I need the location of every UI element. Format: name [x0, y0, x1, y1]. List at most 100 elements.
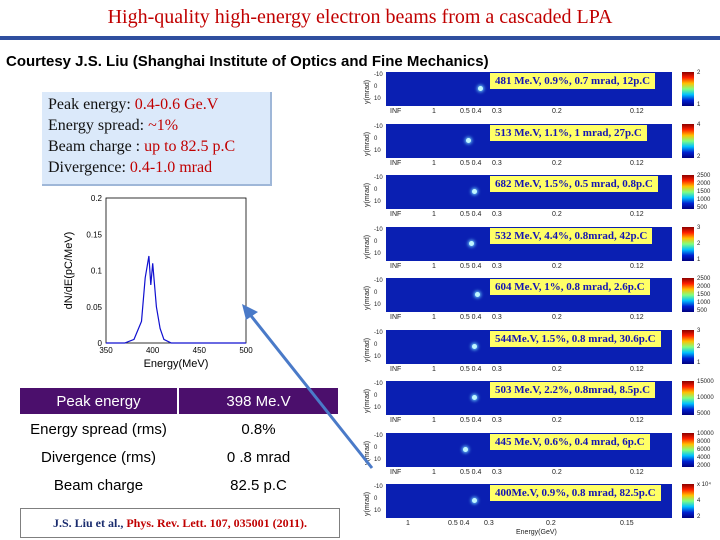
beam-panel: y(mrad) -10 0 10 682 Me.V, 1.5%, 0.5 mrad, 0… — [364, 173, 720, 223]
colorbar — [682, 329, 694, 364]
panel-x-tick: 0.2 — [552, 108, 562, 115]
panel-x-tick: 0.3 — [492, 365, 502, 373]
panel-x-axis: INF 1 0.5 0.4 0.3 0.2 0.12 — [386, 366, 676, 376]
colorbar-ticks: x 10⁴ 4 2 — [697, 482, 720, 520]
colorbar-tick: 6000 — [697, 446, 711, 453]
panel-x-tick: 0.12 — [630, 108, 644, 115]
table-row: Beam charge 82.5 p.C — [20, 472, 338, 498]
colorbar-tick: 500 — [697, 205, 708, 211]
y-tick-label: 0.15 — [86, 230, 102, 239]
beam-parameters-table: Peak energy 398 Me.V Energy spread (rms) 0… — [18, 386, 340, 500]
panel-x-tick: INF — [390, 108, 402, 115]
table-row: Divergence (rms) 0 .8 mrad — [20, 444, 338, 470]
bottom-x-label: Energy(GeV) — [516, 529, 557, 536]
panel-x-tick: 0.2 — [552, 314, 562, 321]
panel-x-tick: INF — [390, 417, 402, 424]
panel-y-tick: -10 — [374, 72, 383, 78]
panel-y-tick: 10 — [374, 405, 381, 411]
colorbar-tick: 1000 — [697, 197, 711, 203]
beam-panel: y(mrad) -10 0 10 503 Me.V, 2.2%, 0.8mrad, 8.… — [364, 379, 720, 429]
spec-value: 0.4-1.0 mrad — [129, 159, 213, 176]
panel-x-axis: INF 1 0.5 0.4 0.3 0.2 0.12 — [386, 417, 676, 427]
table-row: Peak energy 398 Me.V — [20, 388, 338, 414]
panel-x-tick: 0.2 — [552, 417, 562, 424]
colorbar-tick: 3 — [697, 327, 701, 334]
panel-x-axis: INF 1 0.5 0.4 0.3 0.2 0.12 — [386, 469, 676, 479]
colorbar-tick: 2000 — [697, 181, 711, 187]
beam-spot — [472, 395, 477, 400]
panel-x-axis: INF 1 0.5 0.4 0.3 0.2 0.12 — [386, 263, 676, 273]
colorbar-tick: 2500 — [697, 276, 711, 282]
beam-specs-box: Peak energy: 0.4-0.6 Ge.V Energy spread:… — [42, 92, 272, 186]
panel-x-tick: 0.5 0.4 — [460, 365, 482, 373]
beam-spot — [466, 137, 471, 143]
plot-frame — [105, 197, 247, 344]
table-row: Energy spread (rms) 0.8% — [20, 416, 338, 442]
beam-panel: y(mrad) -10 0 10 544Me.V, 1.5%, 0.8 mrad, 30… — [364, 328, 720, 378]
bottom-x-tick: 1 — [406, 520, 410, 527]
beam-spot — [472, 498, 477, 503]
panel-x-tick: 0.2 — [552, 365, 562, 373]
panel-x-tick: 0.5 0.4 — [460, 159, 482, 167]
spec-divergence: Divergence: 0.4-1.0 mrad — [48, 159, 212, 177]
reference-citation: J.S. Liu et al., Phys. Rev. Lett. 107, 0… — [20, 508, 340, 538]
param-value: 0.8% — [179, 416, 338, 442]
panel-y-tick: 0 — [374, 135, 378, 142]
panel-x-tick: 0.3 — [492, 159, 502, 167]
panel-x-tick: 0.5 0.4 — [460, 468, 482, 476]
panel-x-tick: 0.3 — [492, 262, 502, 270]
panel-y-tick: 0 — [374, 341, 378, 348]
panel-x-axis: INF 1 0.5 0.4 0.3 0.2 0.12 — [386, 211, 676, 221]
panel-x-tick: 0.12 — [630, 468, 644, 476]
y-tick-label: 0 — [98, 339, 103, 348]
spec-value: 0.4-0.6 Ge.V — [134, 96, 219, 113]
colorbar-ticks: 3 2 1 — [697, 225, 720, 263]
beam-panel-label: 532 Me.V, 4.4%, 0.8mrad, 42p.C — [490, 227, 653, 244]
beam-panel: y(mrad) -10 0 10 604 Me.V, 1%, 0.8 mrad, 2.6… — [364, 276, 720, 326]
panel-y-tick: 10 — [374, 250, 381, 257]
colorbar-tick: 1 — [697, 102, 701, 108]
panel-x-tick: 0.3 — [492, 314, 502, 321]
panel-x-tick: INF — [390, 468, 402, 476]
colorbar-tick: 2 — [697, 153, 701, 160]
spec-value: ~1% — [148, 117, 179, 134]
param-name: Energy spread (rms) — [20, 416, 177, 442]
beam-panel-label: 503 Me.V, 2.2%, 0.8mrad, 8.5p.C — [490, 382, 656, 398]
panel-x-tick: 0.5 0.4 — [460, 211, 482, 218]
spectrum-series-line — [106, 255, 246, 344]
panel-y-tick: -10 — [374, 381, 383, 387]
y-axis-label: dN/dE(pC/MeV) — [63, 232, 75, 310]
x-tick-label: 500 — [239, 346, 253, 355]
panel-x-tick: 0.3 — [492, 417, 502, 424]
panel-x-tick: 0.12 — [630, 365, 644, 373]
beam-panel-label: 445 Me.V, 0.6%, 0.4 mrad, 6p.C — [490, 433, 650, 450]
colorbar-tick: 2000 — [697, 462, 711, 469]
beam-spot — [472, 189, 477, 194]
y-tick-label: 0.05 — [86, 303, 102, 312]
colorbar-ticks: 2500 2000 1500 1000 500 — [697, 276, 720, 314]
panel-x-tick: INF — [390, 262, 402, 270]
colorbar-tick: 10000 — [697, 395, 714, 401]
panel-x-tick: 0.3 — [492, 468, 502, 476]
param-name: Beam charge — [20, 472, 177, 498]
beam-spot — [475, 292, 480, 297]
panel-y-tick: 0 — [374, 444, 378, 451]
energy-spectrum-plot: 0 0.05 0.1 0.15 0.2 350 400 450 500 Energy(MeV) dN… — [63, 194, 253, 370]
panel-y-label: y(mrad) — [364, 285, 371, 310]
beam-spot — [478, 86, 483, 91]
x-tick-label: 350 — [99, 346, 113, 355]
bottom-x-tick: 0.15 — [620, 520, 634, 527]
colorbar — [682, 226, 694, 261]
panel-y-tick: 0 — [374, 187, 378, 193]
panel-y-tick: 0 — [374, 84, 378, 90]
panel-x-tick: 0.5 0.4 — [460, 262, 482, 270]
colorbar-tick: 2 — [697, 240, 701, 247]
panel-y-tick: 10 — [374, 147, 381, 154]
slide-title: High-quality high-energy electron beams … — [107, 6, 613, 28]
panel-y-tick: -10 — [374, 123, 383, 130]
bottom-x-axis: 1 0.5 0.4 0.3 0.2 0.15 Energy(GeV) — [386, 520, 676, 536]
y-tick-label: 0.2 — [91, 194, 103, 203]
y-tick-label: 0.1 — [91, 267, 103, 276]
param-name: Divergence (rms) — [20, 444, 177, 470]
